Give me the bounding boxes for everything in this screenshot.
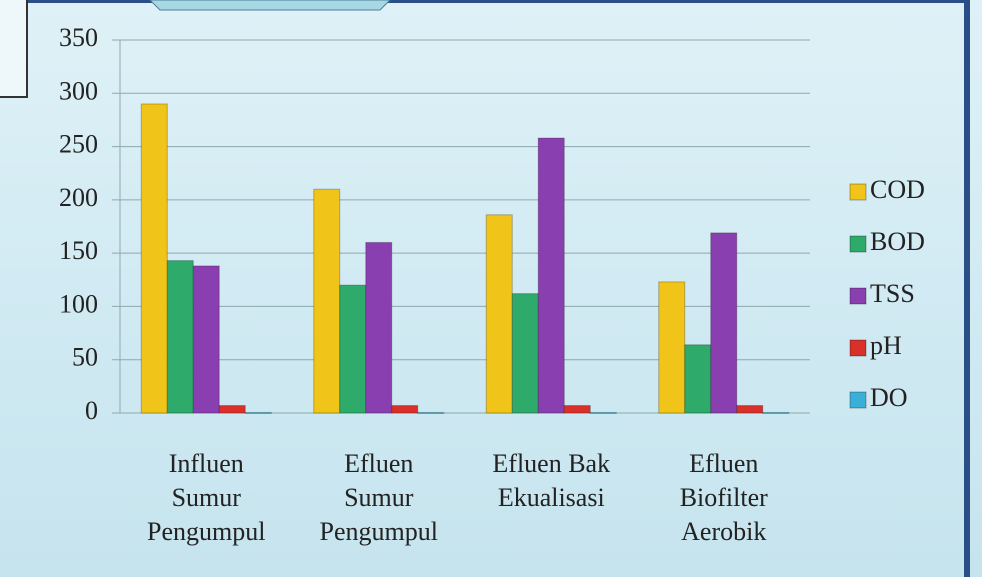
bar <box>313 188 341 414</box>
bar <box>537 137 565 414</box>
callout-shape <box>149 0 391 11</box>
bar <box>140 103 168 414</box>
legend-label: BOD <box>870 227 925 256</box>
bar <box>365 241 393 414</box>
y-tick-label: 350 <box>59 23 98 52</box>
bar <box>684 344 712 414</box>
bar <box>485 214 513 414</box>
bar <box>658 281 686 414</box>
legend-label: TSS <box>870 279 915 308</box>
legend-swatch <box>849 235 867 253</box>
bar <box>563 405 591 414</box>
bar <box>218 405 246 414</box>
x-tick-label: Efluen Bak Ekualisasi <box>492 449 611 512</box>
legend-label: DO <box>870 383 908 412</box>
bar <box>736 405 764 414</box>
y-tick-label: 100 <box>59 289 98 318</box>
x-tick-label: Efluen Biofilter Aerobik <box>679 449 768 546</box>
y-tick-label: 50 <box>72 343 98 372</box>
legend-swatch <box>849 287 867 305</box>
bar <box>192 265 220 414</box>
legend-label: pH <box>870 331 902 360</box>
legend-swatch <box>849 339 867 357</box>
bar <box>589 411 617 414</box>
bar <box>244 411 272 414</box>
decor-box <box>0 0 28 98</box>
y-tick-label: 200 <box>59 183 98 212</box>
x-tick-label: Efluen Sumur Pengumpul <box>319 449 438 546</box>
y-tick-label: 250 <box>59 130 98 159</box>
legend-swatch <box>849 391 867 409</box>
legend-swatch <box>849 183 867 201</box>
y-tick-label: 300 <box>59 76 98 105</box>
bar <box>762 411 790 414</box>
y-tick-label: 0 <box>85 396 98 425</box>
y-tick-label: 150 <box>59 236 98 265</box>
x-tick-label: Influen Sumur Pengumpul <box>147 449 266 546</box>
bar <box>511 293 539 414</box>
legend-label: COD <box>870 175 925 204</box>
bar <box>710 232 738 414</box>
bar <box>166 260 194 414</box>
bar <box>391 405 419 414</box>
bar <box>417 411 445 414</box>
bar <box>339 284 367 414</box>
